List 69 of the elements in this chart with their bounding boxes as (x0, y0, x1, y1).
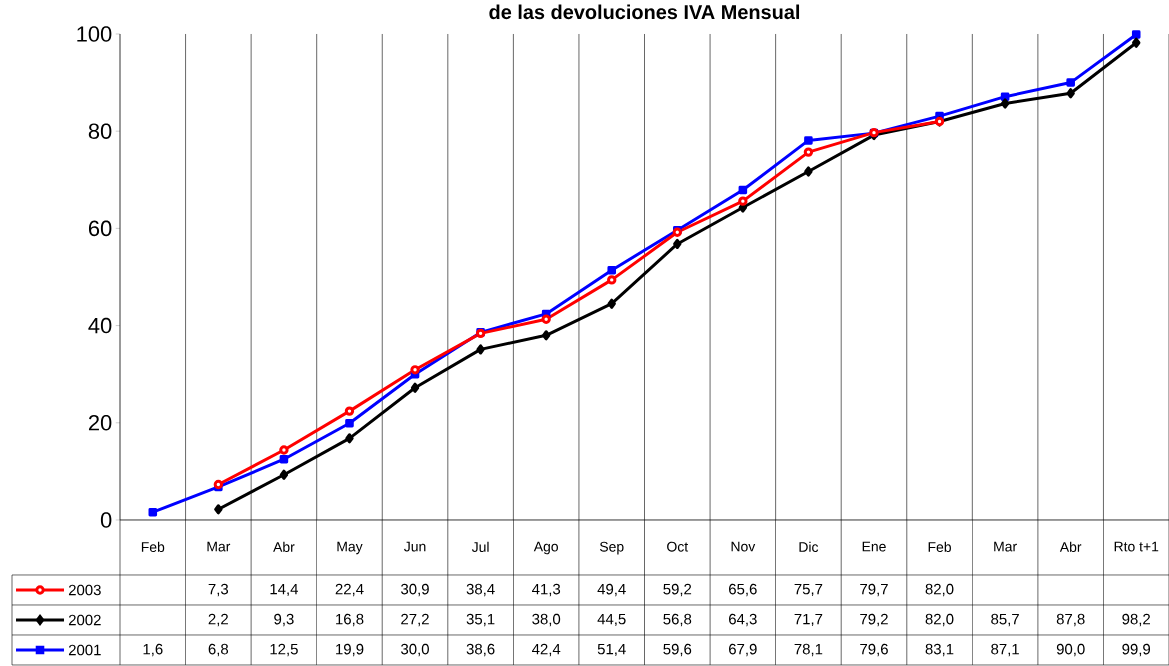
legend-label: 2003 (68, 584, 101, 596)
data-label: 71,7 (794, 613, 823, 627)
x-tick-label: Abr (1059, 541, 1082, 552)
data-label: 44,5 (597, 613, 626, 627)
data-label: 85,7 (991, 613, 1019, 627)
data-label: 16,8 (336, 613, 364, 627)
legend-label: 2002 (68, 614, 101, 626)
x-tick-label: May (337, 541, 363, 555)
data-label: 90,0 (1056, 643, 1085, 657)
data-label: 19,9 (336, 643, 364, 657)
data-label: 59,6 (663, 643, 692, 657)
data-label: 27,2 (401, 613, 429, 627)
y-tick-label: 100 (77, 26, 112, 42)
data-label: 38,6 (466, 643, 495, 657)
data-label: 9,3 (274, 613, 294, 627)
x-tick-label: Dic (799, 541, 819, 552)
y-tick-label: 80 (88, 123, 112, 139)
data-label: 79,7 (860, 583, 888, 597)
data-label: 79,2 (860, 613, 888, 627)
data-label: 7,3 (208, 583, 229, 597)
data-label: 83,1 (925, 643, 954, 657)
data-label: 42,4 (532, 643, 561, 657)
data-label: 22,4 (335, 583, 364, 597)
data-label: 30,9 (401, 583, 429, 597)
data-label: 87,1 (991, 643, 1019, 657)
data-label: 64,3 (729, 613, 757, 627)
x-tick-label: Nov (731, 541, 756, 552)
legend-label: 2001 (68, 644, 101, 656)
x-tick-label: Oct (667, 541, 689, 552)
data-label: 12,5 (270, 643, 298, 657)
data-label: 75,7 (794, 583, 823, 597)
data-label: 56,8 (663, 613, 692, 627)
data-label: 2,2 (208, 613, 228, 627)
x-tick-label: Feb (928, 541, 951, 552)
x-tick-label: Jul (471, 541, 489, 552)
data-label: 1,6 (143, 643, 163, 657)
data-label: 38,0 (532, 613, 561, 627)
data-label: 78,1 (794, 643, 823, 657)
data-label: 49,4 (597, 583, 626, 597)
data-label: 38,4 (466, 583, 495, 597)
x-tick-label: Jun (404, 541, 426, 552)
x-tick-label: Ago (533, 541, 558, 555)
x-tick-label: Abr (273, 541, 295, 552)
data-label: 51,4 (597, 643, 626, 657)
data-label: 14,4 (270, 583, 299, 597)
data-label: 99,9 (1122, 643, 1151, 657)
data-label: 82,0 (925, 583, 954, 597)
y-tick-label: 0 (100, 512, 112, 528)
data-label: 67,9 (729, 643, 757, 657)
data-label: 35,1 (466, 613, 495, 627)
x-tick-label: Mar (207, 541, 231, 552)
x-tick-label: Ene (862, 541, 886, 552)
data-label: 79,6 (860, 643, 888, 657)
chart-title: de las devoluciones IVA Mensual (489, 4, 800, 20)
x-tick-label: Mar (994, 541, 1017, 552)
data-label: 30,0 (401, 643, 429, 657)
data-label: 65,6 (729, 583, 757, 597)
data-label: 59,2 (663, 583, 692, 597)
y-tick-label: 60 (88, 220, 112, 237)
y-tick-label: 20 (88, 415, 112, 431)
data-label: 87,8 (1056, 613, 1085, 627)
data-label: 41,3 (532, 583, 561, 597)
data-label: 98,2 (1122, 613, 1150, 627)
data-label: 82,0 (925, 613, 954, 627)
x-tick-label: Feb (141, 541, 165, 552)
data-label: 6,8 (208, 643, 229, 657)
y-tick-label: 40 (88, 317, 112, 334)
x-tick-label: Rto t+1 (1114, 541, 1159, 552)
x-tick-label: Sep (599, 541, 624, 555)
